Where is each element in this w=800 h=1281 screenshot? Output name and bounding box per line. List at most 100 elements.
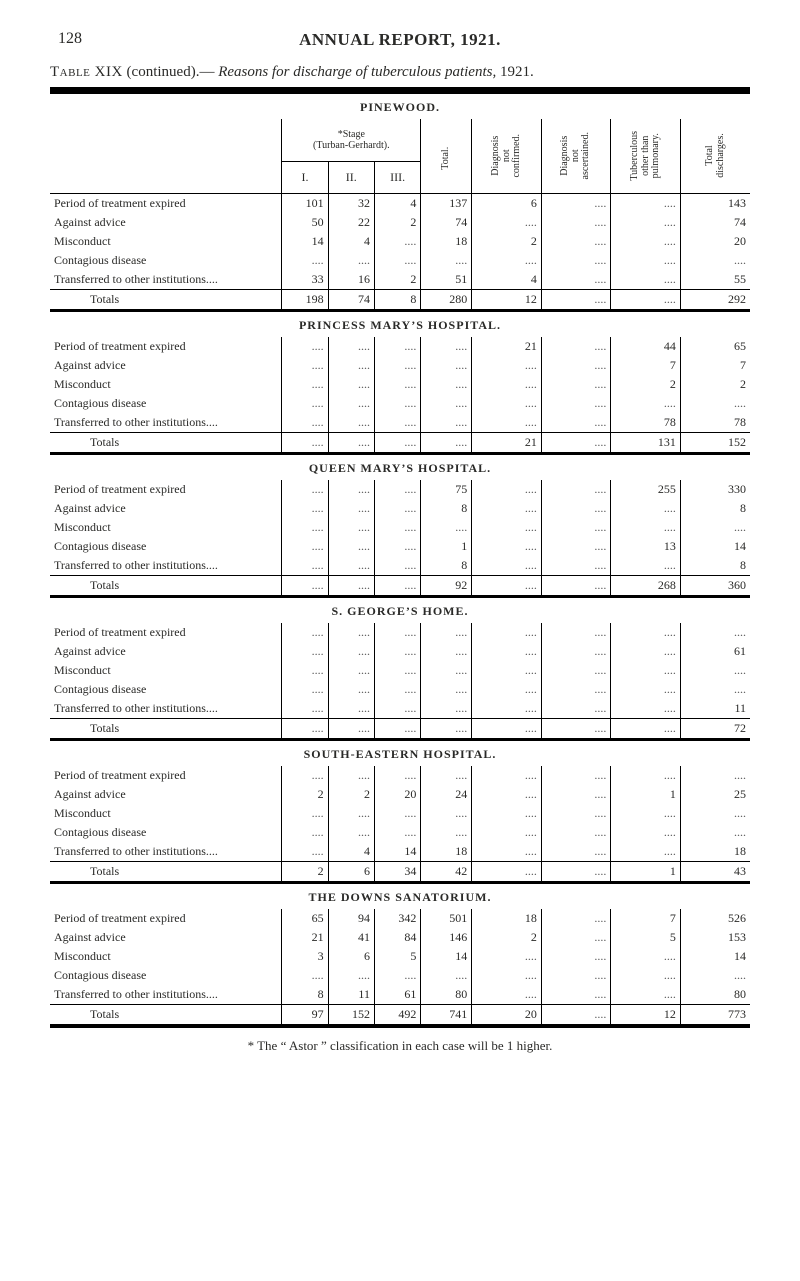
cell [374,394,420,413]
cell [541,909,611,928]
cell [374,966,420,985]
caption-part-a: Table XIX [50,64,123,80]
col-stage-i: I. [282,161,328,193]
blank-corner [50,119,282,194]
cell [611,966,681,985]
cell [282,556,328,576]
cell: 13 [611,537,681,556]
table-row: Against advice88 [50,499,750,518]
page-number: 128 [58,30,82,48]
cell: 34 [374,862,420,883]
caption-part-c: Reasons for discharge of tuberculous pat… [218,64,496,80]
cell [680,251,750,270]
cell [328,699,374,719]
cell [611,623,681,642]
cell: 74 [421,213,472,232]
cell: 20 [374,785,420,804]
cell [541,270,611,290]
totals-label: Totals [50,862,282,883]
table-row: Against advice61 [50,642,750,661]
cell: 2 [680,375,750,394]
row-label: Misconduct [50,804,282,823]
table-row: Period of treatment expired [50,623,750,642]
cell [328,433,374,454]
cell [421,518,472,537]
cell: 1 [421,537,472,556]
cell: 74 [328,290,374,311]
col-stage-ii: II. [328,161,374,193]
cell: 32 [328,194,374,214]
cell: 268 [611,576,681,597]
row-label: Misconduct [50,947,282,966]
cell: 153 [680,928,750,947]
cell [472,823,542,842]
col-dna: Diagnosisnotascertained. [541,119,611,194]
cell: 526 [680,909,750,928]
cell [374,433,420,454]
cell [611,766,681,785]
cell [374,251,420,270]
cell [541,623,611,642]
cell [328,499,374,518]
section-title: QUEEN MARY’S HOSPITAL. [50,454,750,481]
cell: 2 [328,785,374,804]
cell: 4 [328,232,374,251]
table-row: Misconduct 22 [50,375,750,394]
row-label: Contagious disease [50,251,282,270]
cell [421,680,472,699]
row-label: Against advice [50,642,282,661]
cell: 741 [421,1005,472,1025]
cell: 4 [328,842,374,862]
cell: 51 [421,270,472,290]
cell [374,699,420,719]
cell [421,661,472,680]
cell [421,823,472,842]
table-row: Misconduct [50,804,750,823]
cell: 131 [611,433,681,454]
document-page: 128 ANNUAL REPORT, 1921. Table XIX (cont… [0,0,800,1094]
table-row: Period of treatment expired6594342501187… [50,909,750,928]
totals-label: Totals [50,576,282,597]
table-row: Contagious disease [50,823,750,842]
cell: 2 [611,375,681,394]
cell [328,680,374,699]
cell [328,556,374,576]
cell [680,804,750,823]
cell [472,719,542,740]
row-label: Period of treatment expired [50,766,282,785]
cell: 2 [472,928,542,947]
cell: 7 [611,909,681,928]
cell [541,862,611,883]
cell [541,966,611,985]
col-stage: *Stage(Turban-Gerhardt). [282,119,421,161]
cell: 44 [611,337,681,356]
cell: 8 [421,499,472,518]
cell [541,642,611,661]
cell [282,433,328,454]
cell: 6 [472,194,542,214]
cell [472,213,542,232]
cell [611,947,681,966]
row-label: Period of treatment expired [50,480,282,499]
table-caption: Table XIX (continued).— Reasons for disc… [50,64,750,81]
cell [374,661,420,680]
cell [680,394,750,413]
cell: 101 [282,194,328,214]
row-label: Misconduct [50,375,282,394]
section-title: THE DOWNS SANATORIUM. [50,883,750,910]
cell: 24 [421,785,472,804]
totals-row: Totals971524927412012773 [50,1005,750,1025]
cell [611,194,681,214]
cell: 8 [374,290,420,311]
cell: 14 [374,842,420,862]
cell [472,947,542,966]
cell [472,766,542,785]
cell: 97 [282,1005,328,1025]
cell [472,413,542,433]
row-label: Transferred to other institutions.... [50,413,282,433]
table-row: Transferred to other institutions....88 [50,556,750,576]
row-label: Period of treatment expired [50,623,282,642]
row-label: Contagious disease [50,966,282,985]
table-row: Misconduct [50,518,750,537]
table-row: Contagious disease [50,394,750,413]
